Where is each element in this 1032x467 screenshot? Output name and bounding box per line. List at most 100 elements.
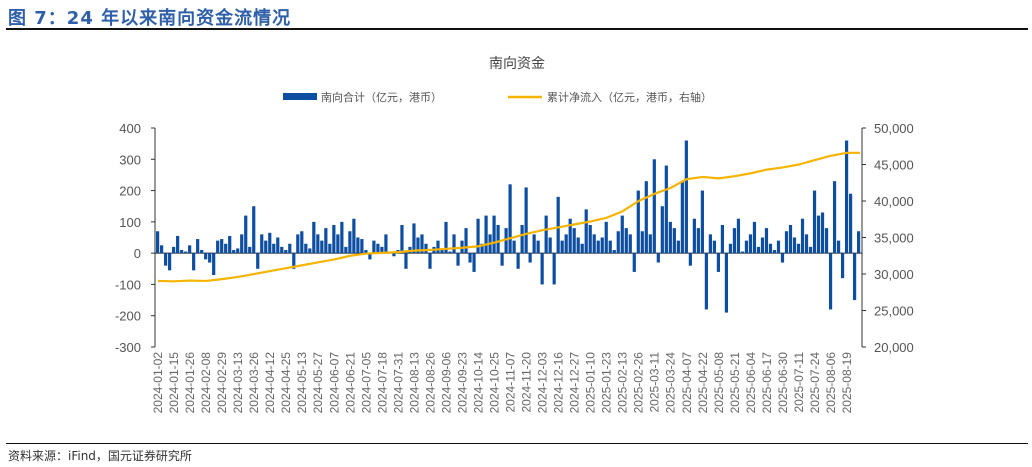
flow-bar xyxy=(300,231,304,254)
flow-bar xyxy=(384,234,388,254)
flow-bar xyxy=(392,253,396,257)
x-tick-label: 2024-09-06 xyxy=(439,352,453,414)
flow-bar xyxy=(288,243,292,254)
flow-bar xyxy=(588,224,592,254)
flow-bar xyxy=(548,237,552,254)
flow-bar xyxy=(428,253,432,269)
flow-bar xyxy=(232,250,236,254)
flow-bar xyxy=(528,253,532,263)
flow-bar xyxy=(652,159,656,254)
flow-bar xyxy=(360,239,364,254)
flow-bar xyxy=(752,221,757,254)
x-tick-label: 2024-10-14 xyxy=(471,352,485,414)
flow-bar xyxy=(656,253,660,263)
x-tick-label: 2025-05-21 xyxy=(728,352,742,414)
x-tick-label: 2024-06-07 xyxy=(327,352,341,414)
x-tick-label: 2024-02-29 xyxy=(215,352,229,414)
figure-title: 图 7：24 年以来南向资金流情况 xyxy=(8,8,292,29)
x-tick-label: 2024-07-18 xyxy=(375,352,389,414)
flow-bar xyxy=(788,224,793,254)
flow-bar xyxy=(192,253,196,271)
flow-bar xyxy=(484,215,488,254)
flow-bar xyxy=(436,240,440,254)
flow-bar xyxy=(836,240,841,254)
flow-bar xyxy=(212,253,216,276)
x-tick-label: 2025-05-08 xyxy=(712,352,726,414)
x-tick-label: 2024-12-27 xyxy=(568,352,582,414)
flow-bar xyxy=(404,253,408,269)
flow-bar xyxy=(664,165,668,254)
flow-bar xyxy=(476,218,480,254)
x-tick-label: 2025-06-17 xyxy=(760,352,774,414)
flow-bar xyxy=(596,240,600,254)
flow-bar xyxy=(284,250,288,254)
right-tick-label: 25,000 xyxy=(874,304,914,319)
x-tick-label: 2024-05-27 xyxy=(311,352,325,414)
flow-bar xyxy=(572,228,576,254)
left-tick-label: 0 xyxy=(134,246,141,261)
flow-bar xyxy=(252,206,256,254)
title-divider xyxy=(6,28,1028,30)
flow-bar xyxy=(852,253,857,301)
flow-bar xyxy=(504,228,508,254)
flow-bar xyxy=(236,248,240,254)
legend: 南向合计（亿元，港币） 累计净流入（亿元，港币，右轴） xyxy=(283,90,712,104)
flow-bar xyxy=(768,243,773,254)
x-tick-label: 2024-12-03 xyxy=(536,352,550,414)
flow-bar xyxy=(688,253,692,266)
left-tick-label: 100 xyxy=(119,215,141,230)
flow-bar xyxy=(808,246,813,254)
flow-bar xyxy=(224,243,228,254)
flow-bar xyxy=(820,212,825,254)
legend-bar-label: 南向合计（亿元，港币） xyxy=(321,90,442,104)
flow-bar xyxy=(604,221,608,254)
flow-bar xyxy=(776,240,781,254)
chart: 南向资金 南向合计（亿元，港币） 累计净流入（亿元，港币，右轴） 400 300 2… xyxy=(115,56,914,414)
flow-bar xyxy=(352,218,356,254)
flow-bar xyxy=(720,224,725,254)
flow-bar xyxy=(840,253,845,279)
flow-bar xyxy=(268,232,272,254)
flow-bar xyxy=(580,243,584,254)
flow-bar xyxy=(512,240,516,254)
x-tick-label: 2024-01-15 xyxy=(167,352,181,414)
flow-bar xyxy=(668,221,672,254)
flow-bar xyxy=(796,243,801,254)
x-tick-label: 2025-08-06 xyxy=(824,352,838,414)
x-tick-label: 2025-04-07 xyxy=(680,352,694,414)
flow-bar xyxy=(540,253,544,285)
flow-bar xyxy=(660,206,664,254)
flow-bar xyxy=(508,184,512,254)
flow-bar xyxy=(560,240,564,254)
x-tick-label: 2024-08-26 xyxy=(423,352,437,414)
flow-bar xyxy=(780,253,785,263)
x-tick-label: 2025-02-13 xyxy=(616,352,630,414)
flow-bar xyxy=(584,209,588,254)
flow-bar xyxy=(600,237,604,254)
flow-bar xyxy=(256,253,260,269)
flow-bar xyxy=(264,240,268,254)
flow-bar xyxy=(472,253,476,272)
flow-bar xyxy=(260,234,264,254)
flow-bar xyxy=(824,228,829,254)
right-tick-label: 40,000 xyxy=(874,194,914,209)
legend-bar-swatch xyxy=(283,93,317,100)
flow-bar xyxy=(748,234,753,254)
x-tick-label: 2025-07-24 xyxy=(808,352,822,414)
x-tick-label: 2024-03-26 xyxy=(247,352,261,414)
x-tick-label: 2024-06-21 xyxy=(343,352,357,414)
flow-bar xyxy=(316,234,320,254)
flow-bar xyxy=(636,190,640,254)
flow-bar xyxy=(724,253,729,313)
flow-bar xyxy=(740,251,745,254)
flow-bar xyxy=(732,228,737,254)
flow-bar xyxy=(764,228,769,254)
x-tick-label: 2024-05-13 xyxy=(295,352,309,414)
x-tick-label: 2025-06-30 xyxy=(776,352,790,414)
flow-bar xyxy=(784,231,789,254)
right-tick-label: 20,000 xyxy=(874,340,914,355)
flow-bar xyxy=(728,243,733,254)
flow-bar xyxy=(532,234,536,254)
flow-bar xyxy=(644,181,648,254)
flow-bar xyxy=(464,228,468,254)
